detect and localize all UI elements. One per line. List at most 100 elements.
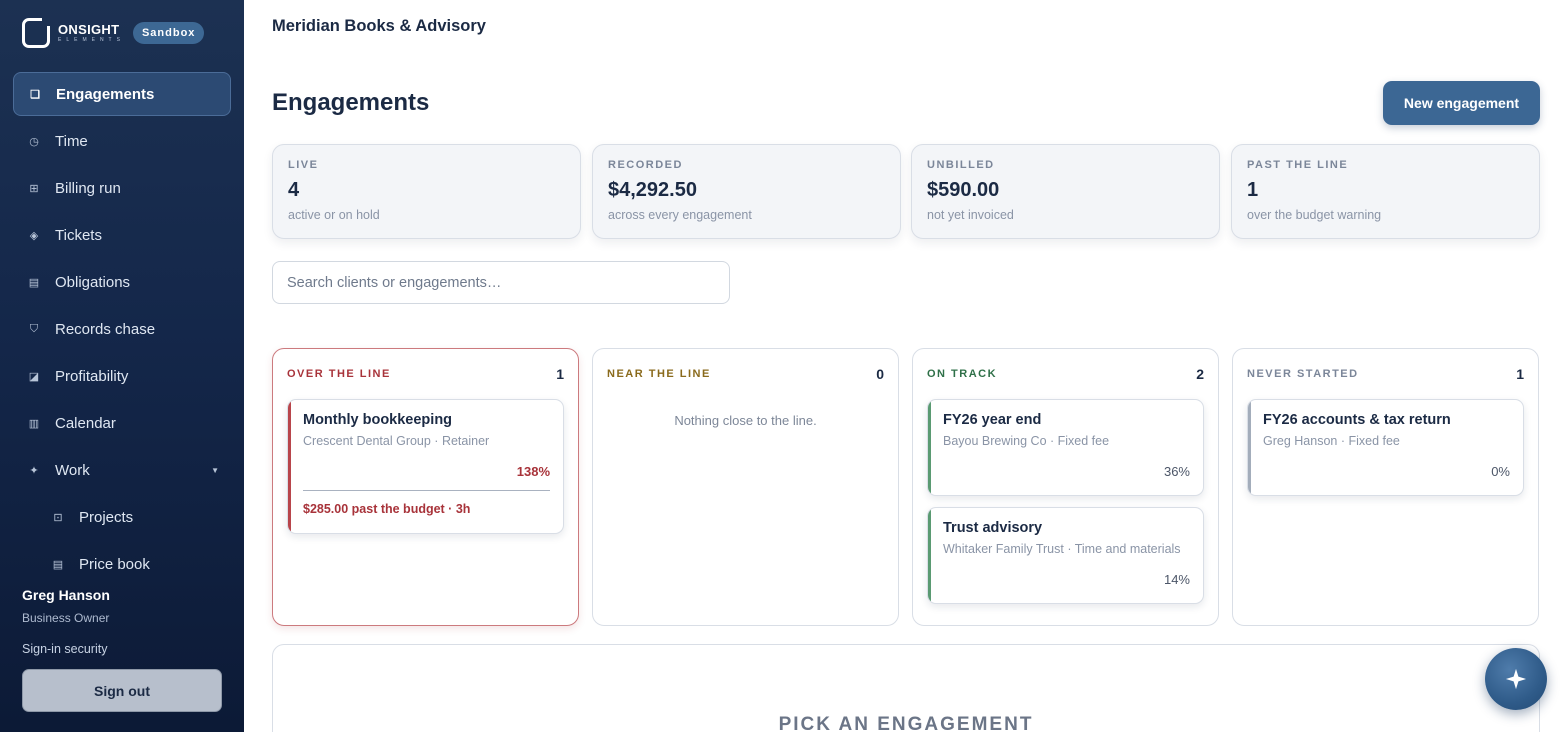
sidebar-nav: ❏ Engagements ◷ Time ⊞ Billing run ◈ Tic… [13,72,231,589]
engagement-title: Monthly bookkeeping [303,412,453,428]
user-name: Greg Hanson [22,587,110,603]
stat-value: 4 [288,179,300,201]
search-input[interactable] [272,261,730,304]
sidebar: ONSIGHT ELEMENTS Sandbox ❏ Engagements ◷… [0,0,244,732]
column-near-the-line: NEAR THE LINE 0 Nothing close to the lin… [592,348,899,626]
ticket-icon: ◈ [29,229,39,242]
stat-card-unbilled: UNBILLED $590.00 not yet invoiced [911,144,1220,239]
sidebar-item-label: Billing run [55,179,121,197]
stat-label: LIVE [288,159,319,171]
clock-icon: ◷ [29,135,39,148]
sidebar-item-label: Price book [79,555,150,573]
sidebar-item-label: Work [55,461,90,479]
budget-percent: 36% [1163,464,1190,479]
column-title: NEAR THE LINE [607,368,711,380]
budget-percent: 0% [1491,464,1510,479]
budget-percent: 14% [1163,572,1190,587]
sidebar-item-label: Engagements [56,85,155,103]
sidebar-item-profitability[interactable]: ◪ Profitability [13,354,231,398]
billing-icon: ⊞ [29,182,39,195]
chevron-down-icon[interactable]: ▼ [211,465,219,475]
engagement-title: FY26 year end [943,412,1042,428]
stat-value: $4,292.50 [608,179,697,201]
logo-name: ONSIGHT [58,22,120,37]
sidebar-item-label: Tickets [55,226,102,244]
column-header: NEAR THE LINE 0 [607,349,884,399]
stat-value: $590.00 [927,179,1000,201]
sidebar-item-label: Records chase [55,320,156,338]
engagement-card[interactable]: Monthly bookkeeping Crescent Dental Grou… [287,399,564,534]
sidebar-item-label: Projects [79,508,134,526]
stat-label: UNBILLED [927,159,995,171]
sidebar-item-engagements[interactable]: ❏ Engagements [13,72,231,116]
chart-icon: ◪ [28,370,40,383]
sidebar-item-price-book[interactable]: ▤ Price book [13,542,231,586]
sidebar-item-tickets[interactable]: ◈ Tickets [13,213,231,257]
engagement-title: Trust advisory [943,520,1043,536]
budget-warning: $285.00 past the budget · 3h [303,502,471,516]
column-header: OVER THE LINE 1 [287,349,564,399]
engagement-card[interactable]: FY26 year end Bayou Brewing Co · Fixed f… [927,399,1204,496]
divider [303,490,550,491]
stat-label: PAST THE LINE [1247,159,1349,171]
sidebar-item-calendar[interactable]: ▥ Calendar [13,401,231,445]
sidebar-item-label: Obligations [55,273,131,291]
sign-out-button[interactable]: Sign out [22,669,222,712]
price-book-icon: ▤ [52,558,64,571]
calendar-icon: ▥ [28,417,40,430]
sign-in-security-link[interactable]: Sign-in security [22,642,108,656]
stat-card-recorded: RECORDED $4,292.50 across every engageme… [592,144,901,239]
column-on-track: ON TRACK 2 FY26 year end Bayou Brewing C… [912,348,1219,626]
sidebar-item-work[interactable]: ✦ Work ▼ [13,448,231,492]
engagement-card[interactable]: FY26 accounts & tax return Greg Hanson ·… [1247,399,1524,496]
projects-icon: ⊡ [53,511,63,524]
column-header: NEVER STARTED 1 [1247,349,1524,399]
sidebar-item-time[interactable]: ◷ Time [13,119,231,163]
column-title: ON TRACK [927,368,998,380]
stat-caption: across every engagement [608,208,752,222]
stat-label: RECORDED [608,159,683,171]
sidebar-item-records-chase[interactable]: ⛉ Records chase [13,307,231,351]
column-count: 1 [556,366,564,382]
sandbox-badge: Sandbox [132,22,205,44]
column-count: 1 [1516,366,1524,382]
engagement-title: FY26 accounts & tax return [1263,412,1451,428]
sparkle-icon [1505,668,1527,690]
stat-value: 1 [1247,179,1259,201]
new-engagement-button[interactable]: New engagement [1383,81,1540,125]
column-over-the-line: OVER THE LINE 1 Monthly bookkeeping Cres… [272,348,579,626]
column-header: ON TRACK 2 [927,349,1204,399]
sparkle-icon: ✦ [29,464,39,477]
stat-caption: not yet invoiced [927,208,1014,222]
stat-caption: over the budget warning [1247,208,1382,222]
records-icon: ⛉ [29,322,39,335]
engagement-client: Greg Hanson · Fixed fee [1263,434,1400,448]
column-title: NEVER STARTED [1247,368,1359,380]
engagement-detail-panel: PICK AN ENGAGEMENT [272,644,1540,732]
engagement-card[interactable]: Trust advisory Whitaker Family Trust · T… [927,507,1204,604]
budget-percent: 138% [516,464,550,479]
column-never-started: NEVER STARTED 1 FY26 accounts & tax retu… [1232,348,1539,626]
stat-card-live: LIVE 4 active or on hold [272,144,581,239]
user-role: Business Owner [22,611,110,625]
column-title: OVER THE LINE [287,368,391,380]
column-count: 0 [876,366,884,382]
assistant-button[interactable] [1485,648,1547,710]
sidebar-item-billing-run[interactable]: ⊞ Billing run [13,166,231,210]
user-info: Greg Hanson Business Owner [22,587,110,625]
brand: ONSIGHT ELEMENTS Sandbox [22,18,205,48]
page-title: Engagements [272,89,430,116]
logo: ONSIGHT ELEMENTS [58,23,125,43]
obligations-icon: ▤ [28,276,40,289]
engagement-client: Bayou Brewing Co · Fixed fee [943,434,1110,448]
pick-engagement-prompt: PICK AN ENGAGEMENT [778,714,1034,732]
stat-caption: active or on hold [288,208,380,222]
empty-state: Nothing close to the line. [674,413,817,428]
sidebar-item-obligations[interactable]: ▤ Obligations [13,260,231,304]
engagement-client: Crescent Dental Group · Retainer [303,434,490,448]
logo-icon [22,18,50,48]
sidebar-item-label: Profitability [55,367,129,385]
engagements-icon: ❏ [30,88,40,101]
stat-card-past-the-line: PAST THE LINE 1 over the budget warning [1231,144,1540,239]
sidebar-item-projects[interactable]: ⊡ Projects [13,495,231,539]
